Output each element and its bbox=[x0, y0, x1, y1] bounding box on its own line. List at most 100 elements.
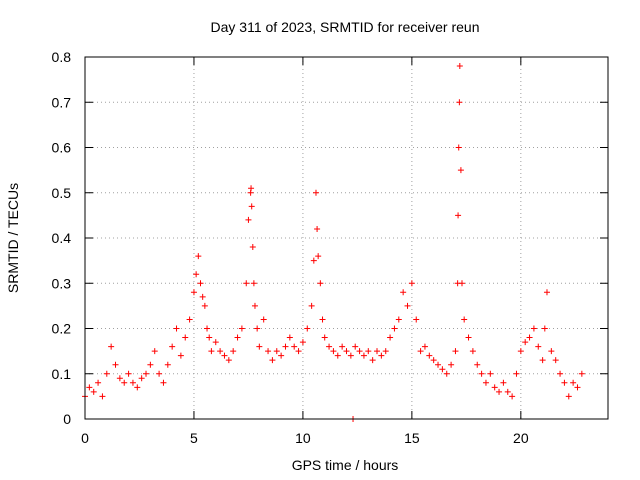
data-point bbox=[245, 216, 252, 223]
data-point bbox=[197, 280, 204, 287]
data-point bbox=[382, 348, 389, 355]
data-point bbox=[417, 348, 424, 355]
data-point bbox=[204, 325, 211, 332]
data-point bbox=[248, 185, 255, 192]
data-point bbox=[254, 325, 261, 332]
data-point bbox=[339, 343, 346, 350]
data-point bbox=[234, 334, 241, 341]
y-tick-label: 0.8 bbox=[52, 49, 72, 65]
data-point bbox=[169, 343, 176, 350]
data-point bbox=[312, 189, 319, 196]
data-point bbox=[282, 343, 289, 350]
data-point bbox=[160, 379, 167, 386]
data-point bbox=[134, 384, 141, 391]
data-point bbox=[108, 343, 115, 350]
data-point bbox=[391, 325, 398, 332]
y-axis-label: SRMTID / TECUs bbox=[5, 183, 21, 293]
data-point bbox=[461, 316, 468, 323]
data-point bbox=[404, 302, 411, 309]
data-point bbox=[548, 348, 555, 355]
data-point bbox=[478, 370, 485, 377]
data-point bbox=[360, 352, 367, 359]
data-point bbox=[526, 334, 533, 341]
data-point bbox=[482, 379, 489, 386]
data-point bbox=[193, 271, 200, 278]
data-point bbox=[295, 348, 302, 355]
data-point bbox=[491, 384, 498, 391]
data-point bbox=[365, 348, 372, 355]
data-point bbox=[347, 352, 354, 359]
data-point bbox=[95, 379, 102, 386]
data-point bbox=[374, 348, 381, 355]
data-point bbox=[225, 357, 232, 364]
data-point bbox=[286, 334, 293, 341]
data-point bbox=[452, 348, 459, 355]
data-point bbox=[400, 289, 407, 296]
data-point bbox=[369, 357, 376, 364]
data-point bbox=[103, 370, 110, 377]
data-point bbox=[310, 257, 317, 264]
data-point bbox=[570, 379, 577, 386]
data-point bbox=[212, 339, 219, 346]
data-point bbox=[557, 370, 564, 377]
data-point bbox=[457, 167, 464, 174]
data-point bbox=[86, 384, 93, 391]
y-tick-label: 0 bbox=[63, 411, 71, 427]
data-point bbox=[278, 352, 285, 359]
x-axis-label: GPS time / hours bbox=[292, 457, 399, 473]
data-point bbox=[147, 361, 154, 368]
data-point bbox=[90, 388, 97, 395]
plot-frame bbox=[84, 56, 609, 420]
chart-title: Day 311 of 2023, SRMTID for receiver reu… bbox=[211, 19, 480, 35]
y-tick-label: 0.2 bbox=[52, 321, 72, 337]
data-point bbox=[217, 348, 224, 355]
data-point bbox=[186, 316, 193, 323]
data-point bbox=[552, 357, 559, 364]
data-point bbox=[238, 325, 245, 332]
data-point bbox=[530, 325, 537, 332]
data-point bbox=[343, 348, 350, 355]
data-point bbox=[513, 370, 520, 377]
data-point bbox=[250, 280, 257, 287]
data-point bbox=[413, 316, 420, 323]
data-point bbox=[465, 334, 472, 341]
data-point bbox=[129, 379, 136, 386]
data-point bbox=[496, 388, 503, 395]
data-point bbox=[500, 379, 507, 386]
data-point bbox=[561, 379, 568, 386]
x-tick-label: 10 bbox=[295, 430, 311, 446]
y-tick-label: 0.5 bbox=[52, 185, 72, 201]
y-tick-label: 0.7 bbox=[52, 94, 72, 110]
data-point bbox=[319, 316, 326, 323]
data-point bbox=[504, 388, 511, 395]
data-point bbox=[469, 348, 476, 355]
data-point bbox=[430, 357, 437, 364]
data-point bbox=[352, 343, 359, 350]
data-point bbox=[458, 280, 465, 287]
data-point bbox=[206, 334, 213, 341]
data-point bbox=[456, 63, 463, 70]
data-point bbox=[304, 325, 311, 332]
ticks: 0 0.1 0.2 0.3 0.4 0.5 0.6 0.7 0.8 0 5 10 15 20 bbox=[52, 49, 608, 446]
data-point bbox=[256, 343, 263, 350]
data-point bbox=[408, 280, 415, 287]
y-tick-label: 0.1 bbox=[52, 366, 72, 382]
data-point bbox=[265, 348, 272, 355]
data-point bbox=[230, 348, 237, 355]
data-point bbox=[474, 361, 481, 368]
x-tick-label: 5 bbox=[190, 430, 198, 446]
data-point bbox=[330, 348, 337, 355]
data-point bbox=[164, 361, 171, 368]
data-point bbox=[455, 212, 462, 219]
data-point bbox=[138, 375, 145, 382]
data-point bbox=[199, 293, 206, 300]
data-point bbox=[448, 361, 455, 368]
data-point bbox=[151, 348, 158, 355]
data-points bbox=[82, 63, 585, 422]
data-point bbox=[314, 225, 321, 232]
data-point bbox=[99, 393, 106, 400]
data-point bbox=[156, 370, 163, 377]
data-point bbox=[249, 244, 256, 251]
data-point bbox=[522, 339, 529, 346]
data-point bbox=[182, 334, 189, 341]
